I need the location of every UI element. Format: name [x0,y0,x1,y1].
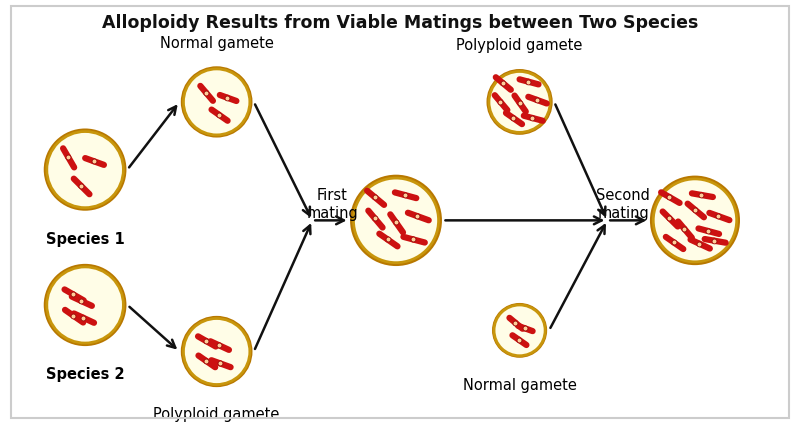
Ellipse shape [650,176,740,265]
Text: Normal gamete: Normal gamete [160,36,274,51]
Text: Polyploid gamete: Polyploid gamete [456,38,582,53]
Ellipse shape [47,132,123,208]
Text: First
mating: First mating [306,188,358,220]
Ellipse shape [183,70,250,135]
Text: Alloploidy Results from Viable Matings between Two Species: Alloploidy Results from Viable Matings b… [102,14,698,32]
Ellipse shape [181,67,253,138]
Text: Species 1: Species 1 [46,231,125,246]
Ellipse shape [654,179,737,262]
Ellipse shape [183,319,250,385]
Ellipse shape [489,72,550,133]
Ellipse shape [181,316,253,387]
Ellipse shape [44,264,126,346]
Ellipse shape [494,305,545,356]
Ellipse shape [486,70,553,135]
Text: Species 2: Species 2 [46,366,125,381]
Ellipse shape [44,129,126,211]
Ellipse shape [492,303,547,358]
Ellipse shape [47,267,123,343]
Ellipse shape [354,178,438,263]
Text: Normal gamete: Normal gamete [462,377,577,392]
Text: Polyploid gamete: Polyploid gamete [154,406,280,420]
Text: Second
mating: Second mating [596,188,650,220]
Ellipse shape [350,175,442,266]
